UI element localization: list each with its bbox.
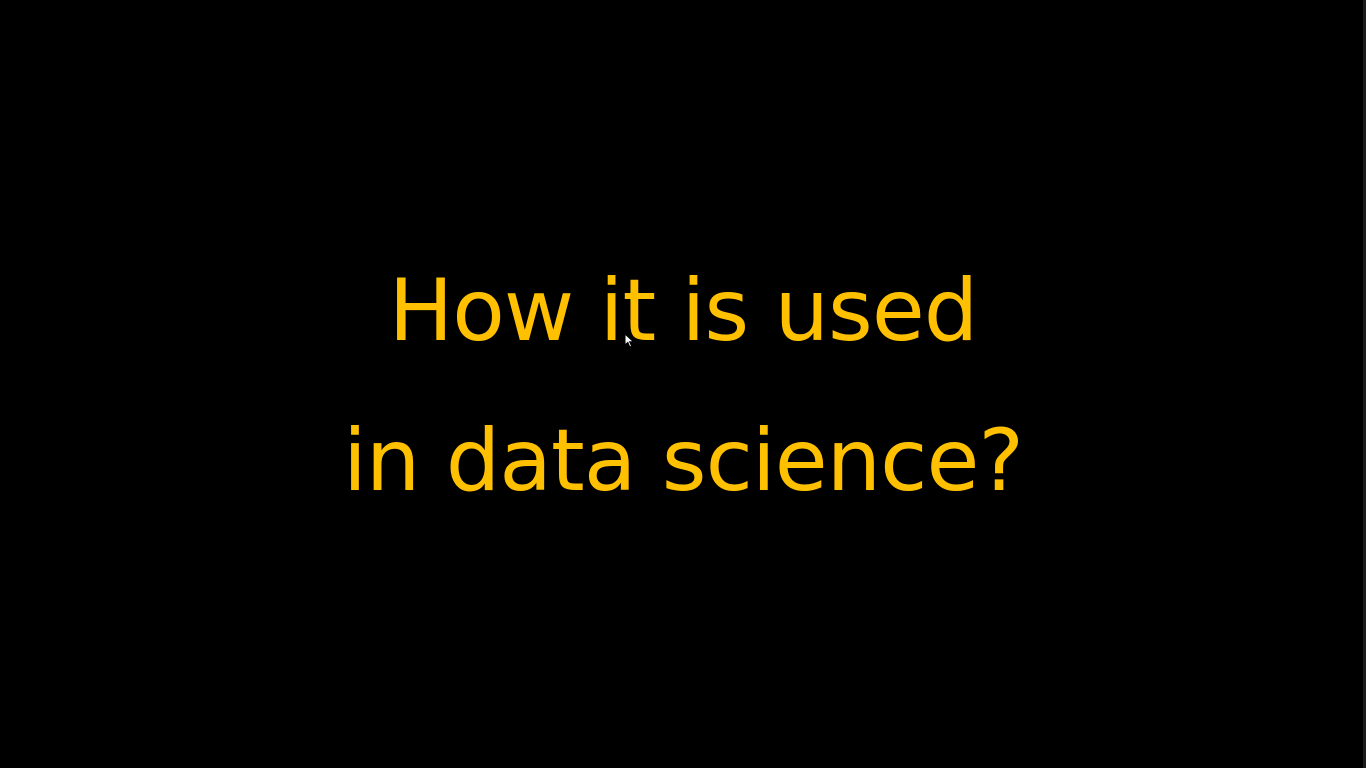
mouse-pointer-icon [624, 333, 635, 348]
slide-right-edge [1363, 0, 1366, 768]
slide-title-line-1: How it is used [388, 261, 979, 361]
slide-title: How it is used in data science? [0, 236, 1366, 536]
slide-title-line-2: in data science? [342, 411, 1024, 511]
